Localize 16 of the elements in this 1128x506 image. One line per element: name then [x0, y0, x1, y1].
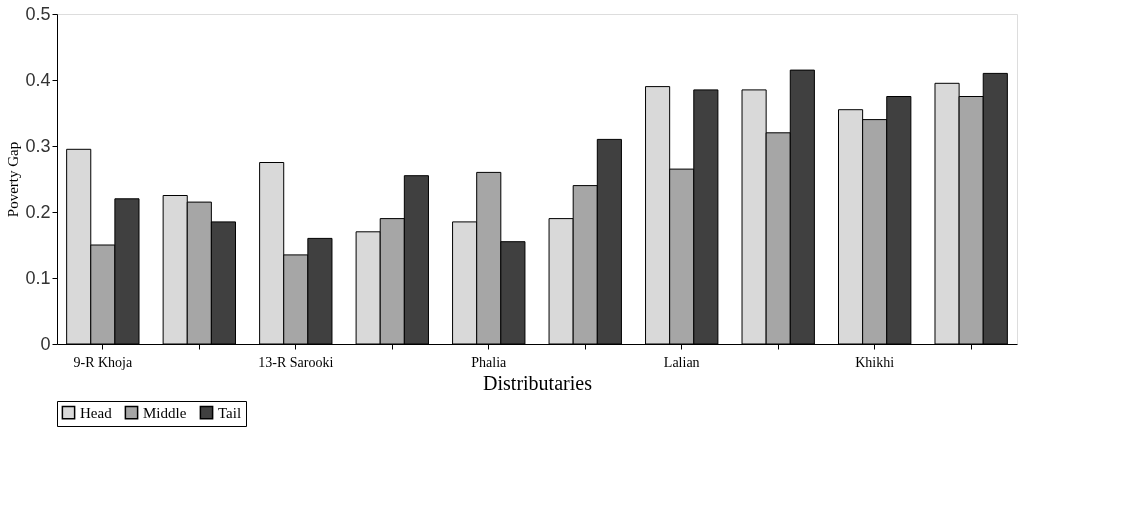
x-tick-label: 9-R Khoja [73, 354, 133, 370]
legend-label: Middle [143, 404, 187, 421]
legend-label: Head [80, 404, 113, 421]
y-tick-label: 0.4 [25, 69, 51, 90]
y-tick-label: 0.1 [25, 267, 51, 288]
y-axis-title: Poverty Gap [5, 141, 22, 218]
y-tick-label: 0.3 [25, 135, 51, 156]
x-tick-label: Lalian [663, 354, 700, 370]
x-tick-label: Khikhi [855, 354, 895, 370]
x-tick-label: Phalia [471, 354, 508, 370]
x-tick-label: 13-R Sarooki [258, 354, 334, 370]
y-tick-label: 0.2 [25, 201, 51, 222]
y-tick-label: 0.5 [25, 3, 51, 24]
legend-label: Tail [218, 404, 242, 421]
y-tick-label: 0 [40, 333, 51, 354]
x-axis-title: Distributaries [483, 371, 593, 394]
